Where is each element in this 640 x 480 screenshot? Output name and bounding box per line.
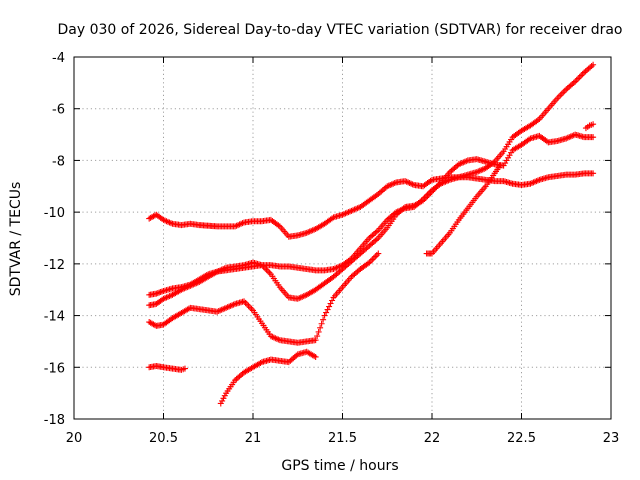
- x-axis-label: GPS time / hours: [281, 458, 398, 474]
- y-tick-label: -12: [44, 258, 65, 273]
- data-point: [242, 299, 249, 306]
- series-track-7: [423, 162, 504, 257]
- data-point: [590, 61, 597, 68]
- y-tick-label: -16: [44, 361, 65, 376]
- x-tick-label: 22: [424, 431, 441, 446]
- data-point: [321, 312, 328, 319]
- series-track-8: [582, 121, 597, 132]
- data-point: [370, 255, 377, 262]
- data-point: [324, 306, 331, 313]
- data-point: [219, 397, 226, 404]
- data-point: [590, 121, 597, 128]
- y-tick-label: -4: [52, 51, 65, 66]
- y-tick-label: -6: [52, 103, 65, 118]
- data-point: [221, 392, 228, 399]
- data-point: [558, 90, 565, 97]
- data-point: [314, 333, 321, 340]
- data-point: [326, 303, 333, 310]
- x-tick-label: 21.5: [328, 431, 357, 446]
- plot-frame: [73, 56, 612, 420]
- data-point: [579, 71, 586, 78]
- data-point: [266, 269, 273, 276]
- data-point: [245, 302, 252, 309]
- data-point: [248, 305, 255, 312]
- data-point: [258, 262, 265, 269]
- plot-area: [146, 61, 597, 407]
- data-point: [263, 266, 270, 273]
- data-point: [369, 256, 376, 263]
- data-point: [312, 353, 319, 360]
- x-tick-label: 20: [66, 431, 83, 446]
- data-point: [373, 252, 380, 259]
- series-track-3: [146, 131, 597, 309]
- data-point: [590, 170, 597, 177]
- series-track-1: [146, 170, 597, 240]
- x-tick-label: 21: [245, 431, 262, 446]
- data-point: [220, 395, 227, 402]
- y-tick-label: -14: [44, 310, 65, 325]
- x-tick-label: 20.5: [149, 431, 178, 446]
- data-point: [560, 89, 567, 96]
- chart-title: Day 030 of 2026, Sidereal Day-to-day VTE…: [57, 22, 622, 38]
- data-point: [555, 93, 562, 100]
- data-point: [317, 324, 324, 331]
- series-track-6: [146, 362, 188, 373]
- data-point: [264, 268, 271, 275]
- series-track-4: [146, 250, 382, 346]
- data-point: [312, 337, 319, 344]
- data-point: [575, 75, 582, 82]
- data-point: [261, 265, 268, 272]
- y-tick-label: -8: [52, 154, 65, 169]
- data-point: [181, 365, 188, 372]
- data-point: [573, 77, 580, 84]
- series-track-5: [217, 348, 319, 407]
- x-tick-labels: 20 20.5 21 21.5 22 22.5 23: [66, 431, 620, 446]
- x-tick-label: 23: [603, 431, 620, 446]
- y-tick-label: -18: [44, 413, 65, 428]
- y-tick-label: -10: [44, 206, 65, 221]
- data-point: [217, 400, 224, 407]
- data-point: [561, 87, 568, 94]
- data-point: [318, 320, 325, 327]
- data-point: [329, 297, 336, 304]
- data-point: [323, 309, 330, 316]
- grid-lines: [74, 57, 611, 419]
- data-point: [320, 316, 327, 323]
- x-tick-label: 22.5: [507, 431, 536, 446]
- data-point: [576, 74, 583, 81]
- data-point: [557, 92, 564, 99]
- data-point: [241, 298, 248, 305]
- data-point: [327, 300, 334, 307]
- data-point: [497, 162, 504, 169]
- y-axis-label: SDTVAR / TECUs: [8, 182, 24, 297]
- data-point: [590, 134, 597, 141]
- data-point: [247, 304, 254, 311]
- data-point: [315, 328, 322, 335]
- data-point: [372, 253, 379, 260]
- y-tick-labels: -18 -16 -14 -12 -10 -8 -6 -4: [44, 51, 65, 428]
- data-point: [375, 250, 382, 257]
- data-point: [578, 72, 585, 79]
